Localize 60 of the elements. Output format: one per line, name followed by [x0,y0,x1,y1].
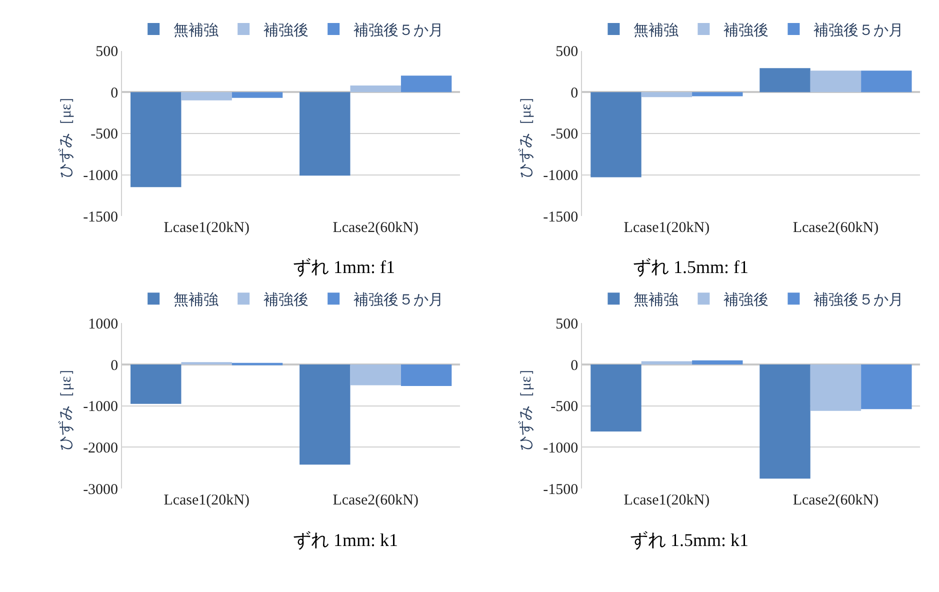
legend-label: 補強後 [264,291,309,308]
x-tick-label: Lcase2(60kN) [792,492,879,509]
y-tick-label: -1000 [83,399,118,416]
y-tick-label: -1500 [83,209,118,226]
y-axis-title: ひずみ［με］ [517,361,534,451]
bar [400,76,452,92]
y-axis-title: ひずみ［με］ [57,361,74,451]
y-tick-label: 0 [110,358,118,374]
legend-label: 補強後５か月 [814,291,904,308]
y-tick-label: 1000 [88,316,118,332]
bar [350,85,401,92]
y-axis-title: ひずみ［με］ [57,88,74,178]
x-tick-label: Lcase1(20kN) [624,220,710,236]
legend-label: 無補強 [634,291,679,308]
y-tick-label: -500 [550,399,578,416]
legend-label: 補強後５か月 [354,291,444,308]
y-tick-label: 0 [570,358,578,374]
x-tick-label: Lcase1(20kN) [624,492,710,509]
x-tick-label: Lcase2(60kN) [792,220,879,236]
legend-label: 補強後 [724,22,769,39]
y-tick-label: 500 [556,44,578,60]
bar [590,92,642,178]
legend-label: 無補強 [174,22,219,39]
y-tick-label: 0 [570,85,578,102]
bar [692,92,743,96]
legend-label: 補強後 [264,22,309,39]
y-tick-label: -1500 [543,482,578,498]
text: ずれ 1.5mm: k1 [630,530,749,550]
x-tick-label: Lcase1(20kN) [164,492,250,509]
x-tick-label: Lcase2(60kN) [332,220,418,236]
legend-label: 補強後５か月 [354,22,444,39]
y-tick-label: 500 [96,44,118,60]
bar [130,92,182,188]
bar [861,70,912,92]
bar [760,68,810,92]
text: ずれ 1mm: f1 [293,257,395,277]
legend-label: 無補強 [174,291,219,308]
y-axis-title: ひずみ［με］ [517,88,534,178]
x-tick-label: Lcase1(20kN) [164,220,250,236]
text: ずれ 1mm: k1 [293,530,398,550]
y-tick-label: -1500 [543,209,578,226]
y-tick-label: -3000 [83,482,118,498]
bar [232,92,283,98]
bar [181,92,232,100]
bar [810,70,862,92]
bar [300,92,350,176]
y-tick-label: -1000 [83,168,118,184]
x-tick-label: Lcase2(60kN) [332,492,418,509]
legend-label: 補強後 [724,291,769,308]
y-tick-label: -1000 [543,440,578,456]
text: ずれ 1.5mm: f1 [633,257,748,277]
bar [641,92,692,98]
legend-label: 無補強 [634,22,679,39]
y-tick-label: 0 [110,85,118,102]
y-tick-label: -500 [90,126,118,143]
y-tick-label: -1000 [543,168,578,184]
legend-label: 補強後５か月 [814,22,904,39]
y-tick-label: -500 [550,126,578,143]
y-tick-label: -2000 [83,440,118,456]
y-tick-label: 500 [556,316,578,332]
